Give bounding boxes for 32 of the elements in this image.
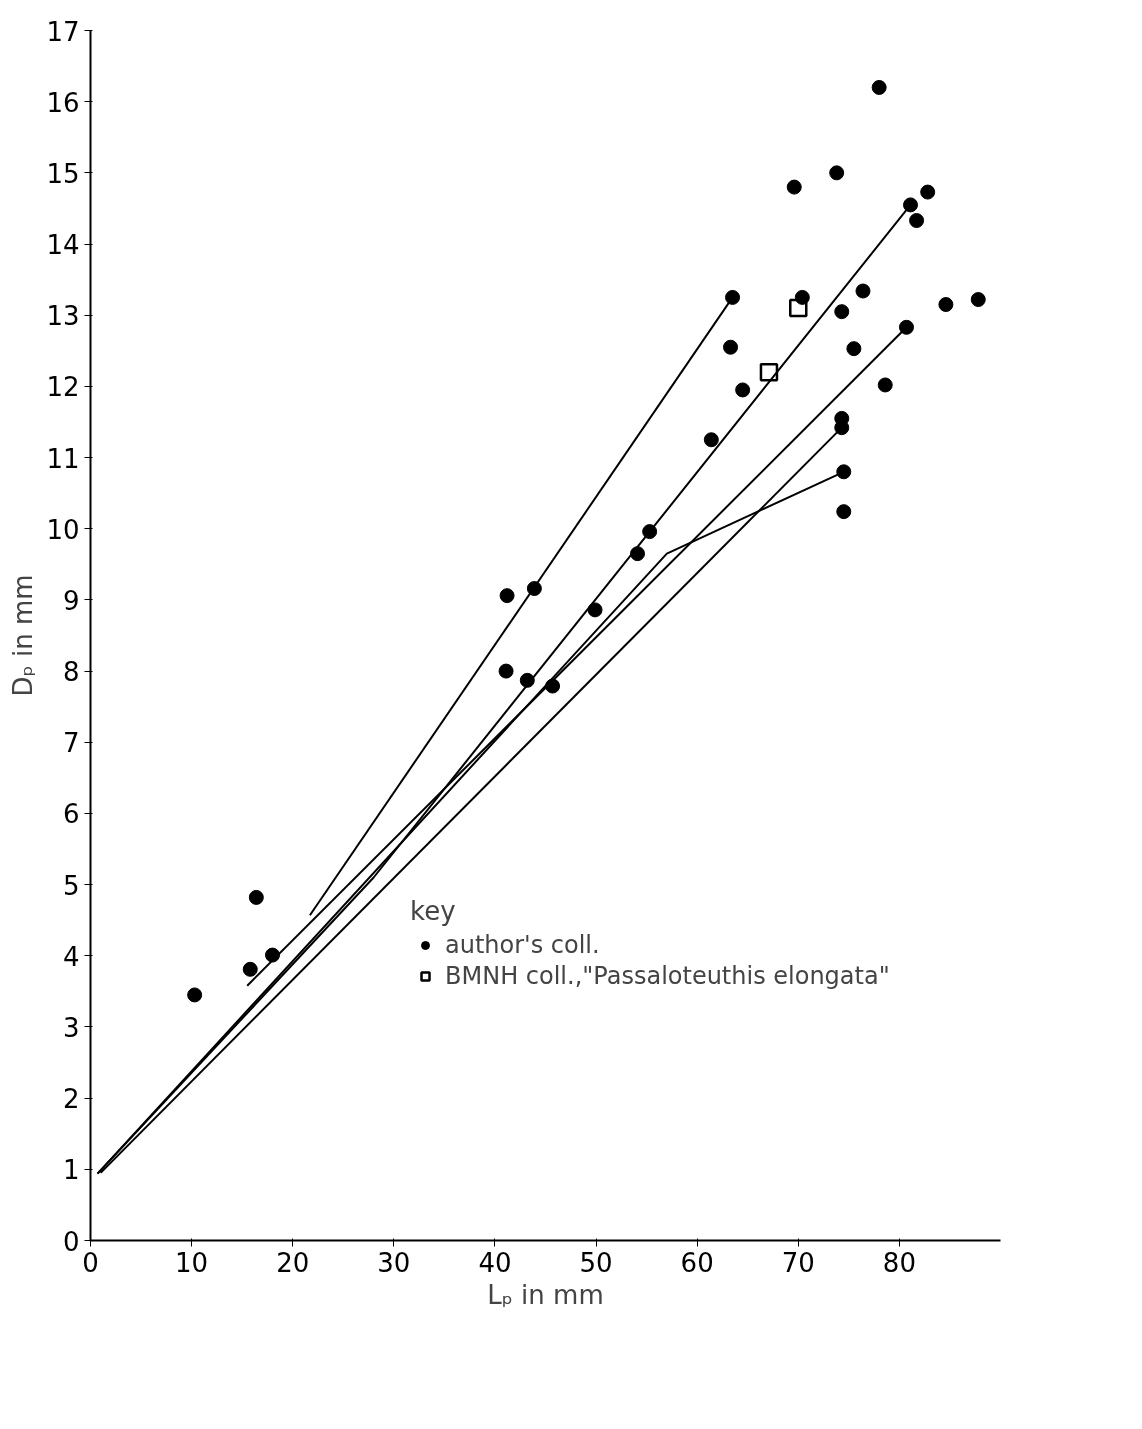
x-tick-label: 30 — [377, 1247, 411, 1278]
x-tick-label: 60 — [680, 1247, 714, 1278]
y-tick-label: 1 — [62, 1155, 80, 1186]
legend-label: BMNH coll.,"Passaloteuthis elongata" — [445, 962, 890, 990]
y-tick-label: 8 — [62, 657, 80, 688]
y-tick-label: 13 — [46, 301, 80, 332]
legend-title: key — [410, 896, 457, 926]
x-axis-title: Lₚ in mm — [487, 1279, 604, 1310]
y-tick-label: 11 — [46, 443, 80, 474]
x-tick-label: 10 — [175, 1247, 209, 1278]
y-tick-label: 5 — [62, 870, 80, 901]
y-tick-label: 3 — [62, 1012, 80, 1043]
x-tick-label: 40 — [478, 1247, 512, 1278]
y-tick-label: 0 — [62, 1226, 80, 1257]
y-tick-label: 12 — [46, 372, 80, 403]
x-tick-label: 70 — [781, 1247, 815, 1278]
x-tick-label: 20 — [276, 1247, 310, 1278]
legend-label: author's coll. — [445, 931, 600, 959]
x-tick-label: 50 — [579, 1247, 613, 1278]
y-tick-label: 17 — [46, 16, 80, 47]
y-tick-label: 15 — [46, 158, 80, 189]
y-axis-title: Dₚ in mm — [8, 574, 39, 697]
y-tick-label: 2 — [62, 1084, 80, 1115]
x-tick-label: 80 — [882, 1247, 916, 1278]
x-tick-label: 0 — [82, 1247, 99, 1278]
y-tick-label: 16 — [46, 87, 80, 118]
y-tick-label: 10 — [46, 514, 80, 545]
y-tick-label: 4 — [62, 941, 80, 972]
y-tick-label: 6 — [62, 799, 80, 830]
y-tick-label: 9 — [62, 585, 80, 616]
y-tick-label: 7 — [62, 728, 80, 759]
y-tick-label: 14 — [46, 230, 80, 261]
